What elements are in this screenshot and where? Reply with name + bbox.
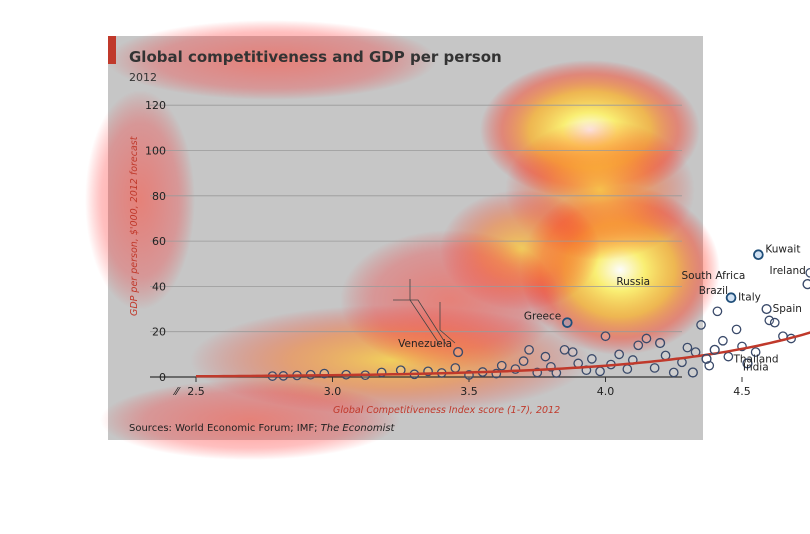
data-point — [696, 320, 706, 330]
data-point — [633, 340, 644, 351]
x-axis-break-mark: ⁄⁄ — [172, 385, 181, 398]
x-tick-label: 3.5 — [460, 385, 478, 398]
point-label: Spain — [773, 303, 802, 315]
data-point — [660, 350, 671, 361]
data-point — [764, 315, 775, 326]
point-label: Russia — [616, 276, 650, 288]
chart-title: Global competitiveness and GDP per perso… — [129, 48, 502, 66]
x-axis-label: Global Competitiveness Index score (1-7)… — [333, 405, 560, 416]
data-point — [450, 363, 461, 373]
data-point — [600, 331, 611, 342]
point-label: Kuwait — [765, 244, 800, 256]
attention-heatmap — [85, 20, 720, 460]
x-axis-ticks: 2.53.03.54.04.55.05.56.0 — [187, 377, 751, 398]
point-label: Greece — [524, 311, 561, 323]
data-point-italy — [725, 292, 737, 304]
data-point-kuwait — [753, 249, 764, 260]
data-point — [649, 363, 660, 373]
y-tick-label: 60 — [152, 235, 166, 248]
point-label: India — [743, 361, 769, 373]
x-tick-label: 4.0 — [597, 385, 615, 398]
point-label: South Africa — [682, 270, 746, 282]
x-tick-label: 2.5 — [187, 385, 205, 398]
y-axis-label: GDP per person, $'000, 2012 forecast — [129, 135, 140, 316]
data-point-thailand — [742, 358, 753, 369]
data-point-venezuela — [452, 346, 464, 358]
data-point — [712, 306, 723, 317]
data-point-russia — [654, 337, 666, 349]
trend-curve — [195, 331, 810, 378]
data-point — [614, 349, 625, 360]
chart-subtitle: 2012 — [129, 71, 157, 84]
labeled-points: LuxembourgQatarNorwayU.A.E.AustraliaSwit… — [398, 244, 810, 378]
data-point — [769, 317, 780, 328]
y-tick-label: 80 — [152, 190, 166, 203]
point-label: Thailand — [732, 353, 778, 365]
data-point — [496, 360, 507, 371]
data-point-spain — [761, 303, 772, 315]
point-label: Italy — [738, 292, 761, 304]
y-tick-label: 40 — [152, 280, 166, 293]
y-axis-ticks: 0 20 40 60 80 100 120 — [145, 99, 166, 384]
data-point-ireland — [802, 279, 810, 290]
data-point — [567, 347, 578, 357]
data-point — [641, 333, 652, 344]
y-tick-label: 120 — [145, 99, 166, 112]
leader-lines — [393, 279, 456, 346]
title-accent-bar — [108, 36, 116, 64]
data-point — [731, 324, 742, 335]
data-point-greece — [561, 317, 573, 328]
x-tick-label: 3.0 — [324, 385, 342, 398]
data-point — [718, 335, 728, 346]
y-tick-label: 0 — [159, 371, 166, 384]
data-point — [668, 367, 679, 378]
y-tick-label: 100 — [145, 145, 166, 158]
point-label: Venezuela — [398, 338, 452, 350]
data-point — [805, 267, 810, 278]
point-label: Ireland — [770, 265, 806, 277]
y-tick-label: 20 — [152, 326, 166, 339]
data-point-india — [687, 367, 698, 378]
x-tick-label: 4.5 — [733, 385, 751, 398]
point-label: Brazil — [699, 285, 728, 297]
data-point — [750, 347, 761, 357]
data-point-south-africa — [701, 353, 712, 364]
data-point — [723, 351, 734, 362]
data-point-brazil — [709, 344, 720, 355]
data-point — [595, 366, 605, 377]
data-point — [622, 364, 633, 374]
data-point — [586, 354, 597, 364]
data-point — [540, 351, 551, 362]
data-point — [518, 356, 529, 366]
source-note: Sources: World Economic Forum; IMF; The … — [129, 423, 396, 434]
data-point — [559, 344, 570, 355]
data-point — [524, 344, 534, 355]
data-point — [682, 342, 693, 353]
